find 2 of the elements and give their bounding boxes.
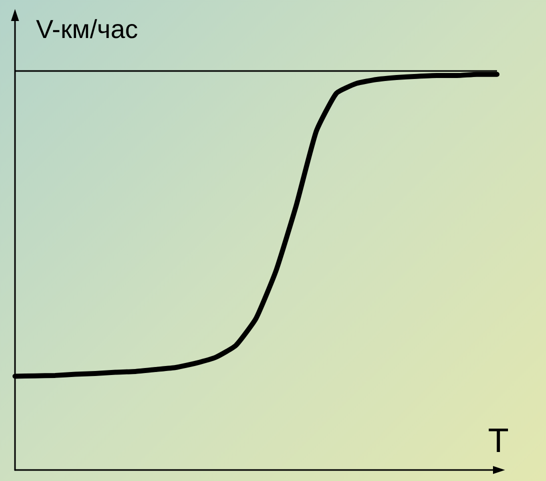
y-axis-title: V-км/час [36, 14, 138, 44]
x-axis-title: T [488, 422, 509, 460]
